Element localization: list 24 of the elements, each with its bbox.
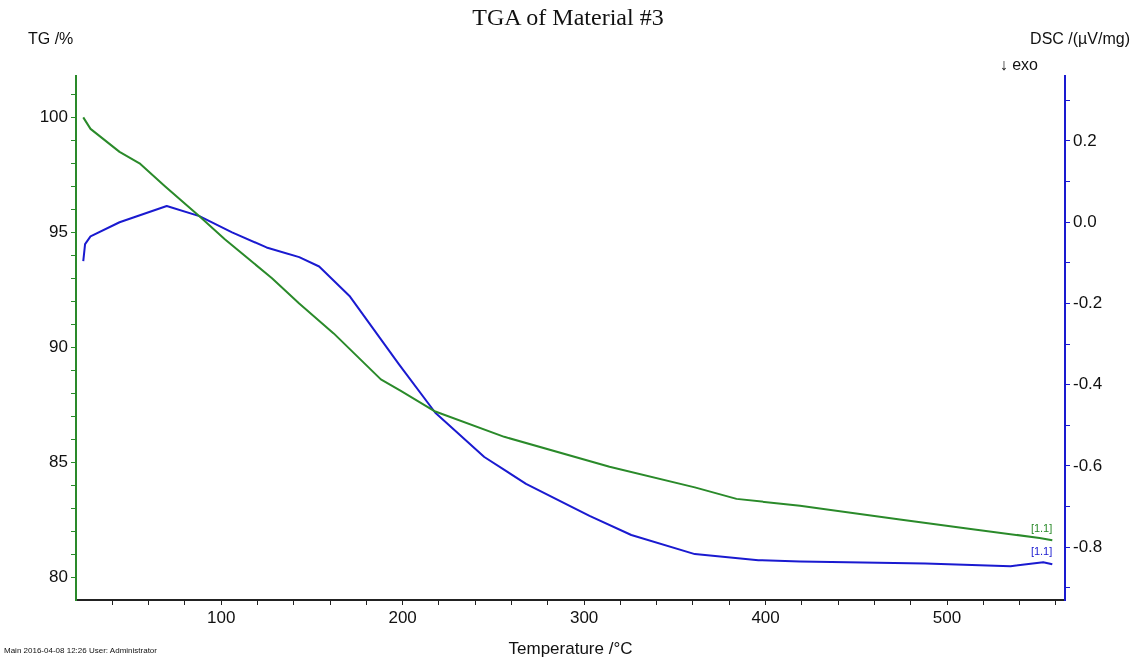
x-axis-title: Temperature /°C: [508, 639, 633, 659]
y-tick-label: 100: [39, 107, 68, 127]
y2-tick-label: 0.2: [1073, 130, 1097, 150]
y2-tick-label: -0.4: [1073, 374, 1103, 394]
text: Main 2016-04-08 12:26 User: Administrator: [4, 646, 157, 655]
x-tick-label: 200: [388, 607, 417, 627]
y2-tick-label: -0.2: [1073, 293, 1103, 313]
y-tick-label: 85: [49, 451, 68, 471]
y2-tick-label: -0.6: [1073, 455, 1103, 475]
annotation: [1.1]: [1030, 544, 1053, 557]
x-tick-label: 400: [751, 607, 780, 627]
y-tick-label: 80: [49, 566, 68, 586]
y2-axis-title: DSC /(µV/mg): [1030, 30, 1130, 48]
y2-tick-label: -0.8: [1073, 536, 1103, 556]
annotation: [1.1]: [1030, 521, 1053, 534]
y-axis-title: TG /%: [28, 30, 74, 48]
y-tick-label: 95: [49, 221, 68, 241]
x-tick-label: 500: [932, 607, 962, 627]
x-tick-label: 300: [569, 607, 599, 627]
chart-title: TGA of Material #3: [471, 4, 665, 31]
y-tick-label: 90: [49, 336, 68, 356]
x-tick-label: 100: [206, 607, 236, 627]
text: ↓ exo: [999, 56, 1038, 74]
y2-tick-label: 0.0: [1073, 211, 1097, 231]
